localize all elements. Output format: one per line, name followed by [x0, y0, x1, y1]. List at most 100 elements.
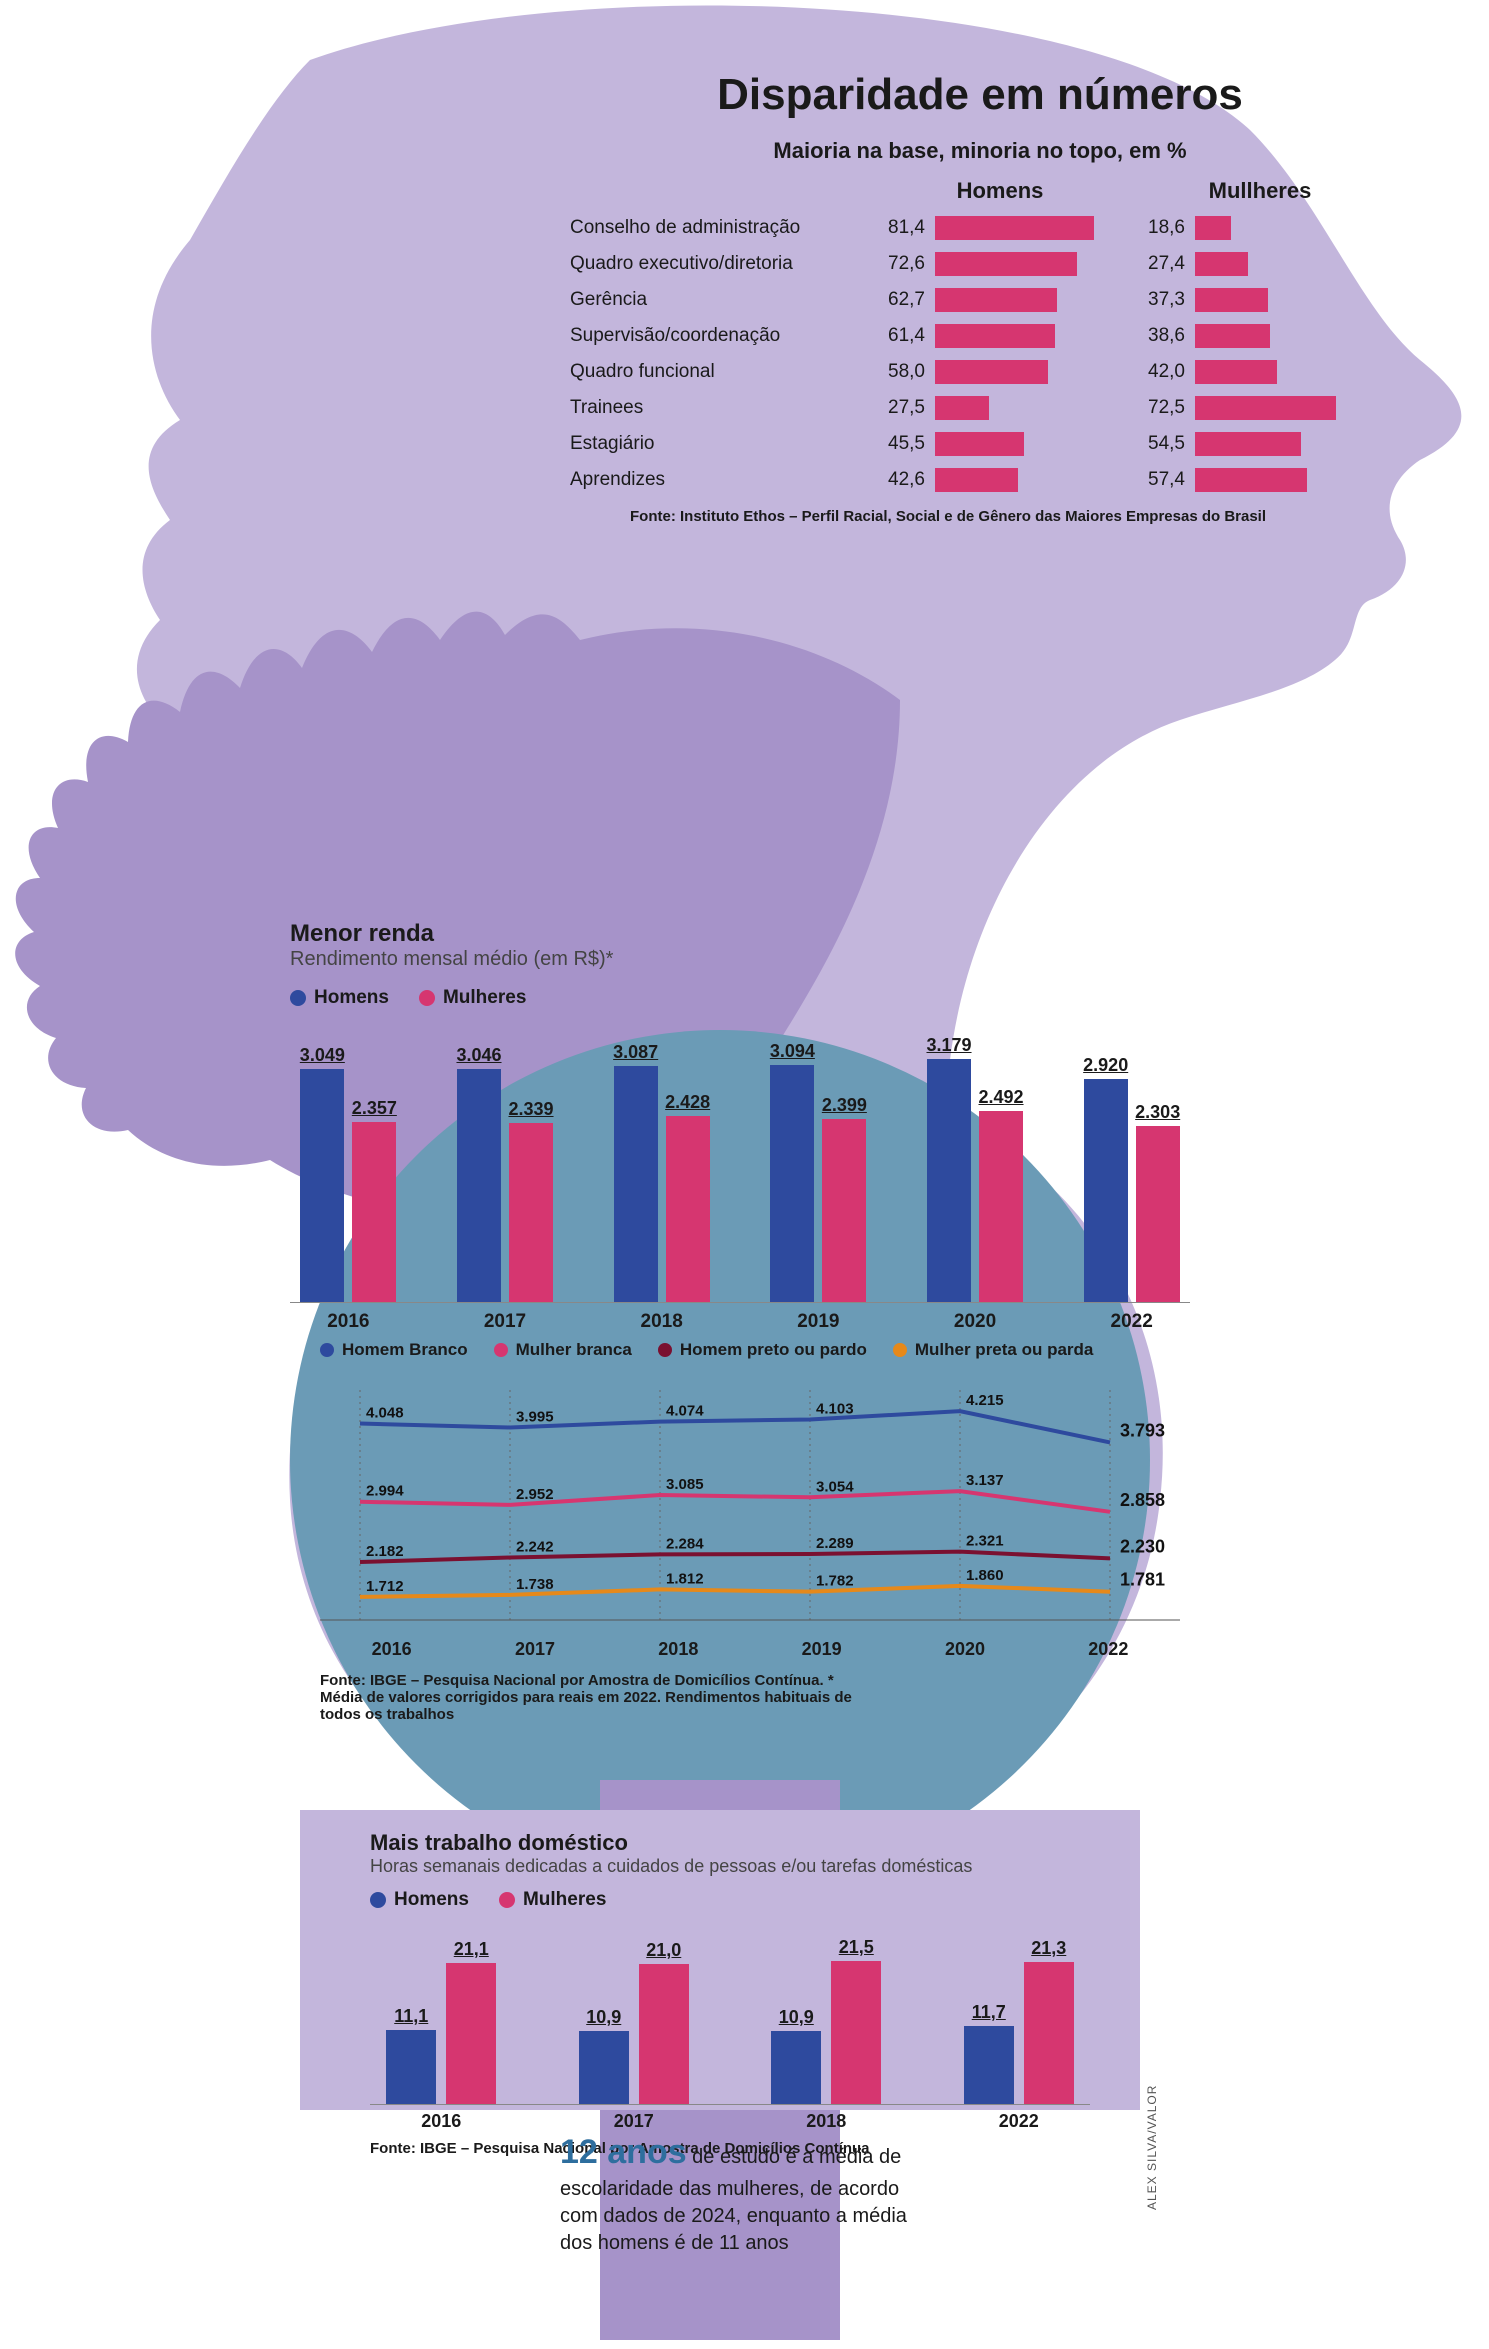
men-bar: [935, 288, 1057, 312]
year-group: 3.0462.339: [447, 1069, 564, 1302]
position-label: Aprendizes: [570, 469, 870, 491]
men-bar: 11,7: [964, 2026, 1014, 2104]
women-bar: 2.357: [352, 1122, 396, 1302]
line-chart-svg: 4.0483.9954.0744.1034.2153.7932.9942.952…: [320, 1370, 1180, 1630]
year-label: 2019: [760, 1311, 877, 1333]
women-bar: [1195, 432, 1301, 456]
women-value: 42,0: [1130, 361, 1185, 383]
legend-men: Homens: [394, 1889, 469, 1911]
svg-text:2.230: 2.230: [1120, 1536, 1165, 1556]
year-label: 2022: [948, 2111, 1091, 2132]
position-label: Supervisão/coordenação: [570, 325, 870, 347]
year-group: 10,921,5: [755, 1961, 898, 2104]
year-label: 2022: [1037, 1639, 1180, 1660]
chart-positions-by-gender: Disparidade em números Maioria na base, …: [570, 70, 1390, 525]
chart-income-by-race-gender: Homem BrancoMulher brancaHomem preto ou …: [320, 1340, 1180, 1723]
women-bar: 21,5: [831, 1961, 881, 2104]
svg-text:2.858: 2.858: [1120, 1490, 1165, 1510]
svg-text:3.085: 3.085: [666, 1476, 704, 1493]
men-bar: [935, 396, 989, 420]
svg-text:4.215: 4.215: [966, 1392, 1004, 1409]
year-group: 2.9202.303: [1073, 1079, 1190, 1302]
svg-text:1.738: 1.738: [516, 1576, 554, 1593]
main-title: Disparidade em números: [570, 70, 1390, 120]
men-bar: 3.087: [614, 1066, 658, 1302]
year-label: 2016: [320, 1639, 463, 1660]
women-bar: 2.339: [509, 1123, 553, 1302]
women-bar: 2.492: [979, 1111, 1023, 1302]
svg-text:4.103: 4.103: [816, 1400, 854, 1417]
header-men: Homens: [870, 178, 1130, 204]
women-bar: 21,0: [639, 1964, 689, 2104]
men-value: 45,5: [870, 433, 925, 455]
chart-income-by-year: Menor renda Rendimento mensal médio (em …: [290, 920, 1190, 1333]
position-row: Aprendizes42,657,4: [570, 462, 1390, 498]
chart2-subtitle: Rendimento mensal médio (em R$)*: [290, 948, 1190, 971]
year-group: 10,921,0: [563, 1964, 706, 2104]
chart1-subtitle: Maioria na base, minoria no topo, em %: [570, 138, 1390, 164]
year-label: 2017: [447, 1311, 564, 1333]
year-label: 2019: [750, 1639, 893, 1660]
men-bar: 11,1: [386, 2030, 436, 2104]
men-value: 61,4: [870, 325, 925, 347]
legend-item: Mulher branca: [494, 1340, 632, 1360]
svg-text:2.242: 2.242: [516, 1539, 554, 1556]
position-label: Quadro funcional: [570, 361, 870, 383]
men-bar: [935, 324, 1055, 348]
year-label: 2017: [563, 2111, 706, 2132]
women-bar: 21,3: [1024, 1962, 1074, 2104]
svg-text:3.054: 3.054: [816, 1478, 854, 1495]
year-label: 2016: [290, 1311, 407, 1333]
svg-text:4.048: 4.048: [366, 1405, 404, 1422]
series-hp: [360, 1552, 1110, 1562]
women-bar: [1195, 360, 1277, 384]
svg-text:2.994: 2.994: [366, 1483, 404, 1500]
factoid-education: 12 anos de estudo é a média de escolarid…: [560, 2130, 920, 2257]
women-bar: [1195, 288, 1268, 312]
chart4-subtitle: Horas semanais dedicadas a cuidados de p…: [370, 1856, 1090, 1877]
position-label: Gerência: [570, 289, 870, 311]
position-row: Quadro executivo/diretoria72,627,4: [570, 246, 1390, 282]
men-value: 62,7: [870, 289, 925, 311]
men-bar: [935, 216, 1094, 240]
year-label: 2016: [370, 2111, 513, 2132]
series-mp: [360, 1586, 1110, 1597]
women-value: 38,6: [1130, 325, 1185, 347]
svg-text:1.712: 1.712: [366, 1578, 404, 1595]
legend-men: Homens: [314, 987, 389, 1009]
chart1-headers: Homens Mullheres: [570, 178, 1390, 204]
svg-text:2.182: 2.182: [366, 1543, 404, 1560]
svg-text:3.793: 3.793: [1120, 1420, 1165, 1440]
year-group: 3.0872.428: [603, 1066, 720, 1302]
women-bar: 2.428: [666, 1116, 710, 1302]
women-bar: [1195, 324, 1270, 348]
svg-text:1.782: 1.782: [816, 1573, 854, 1590]
series-hb: [360, 1411, 1110, 1442]
infographic-canvas: Disparidade em números Maioria na base, …: [0, 0, 1489, 2349]
header-women: Mullheres: [1130, 178, 1390, 204]
svg-text:3.995: 3.995: [516, 1408, 554, 1425]
position-label: Estagiário: [570, 433, 870, 455]
men-bar: 3.049: [300, 1069, 344, 1302]
women-value: 18,6: [1130, 217, 1185, 239]
position-label: Quadro executivo/diretoria: [570, 253, 870, 275]
chart1-source: Fonte: Instituto Ethos – Perfil Racial, …: [570, 508, 1390, 525]
position-row: Supervisão/coordenação61,4 38,6: [570, 318, 1390, 354]
legend-item: Mulher preta ou parda: [893, 1340, 1094, 1360]
women-value: 54,5: [1130, 433, 1185, 455]
men-bar: [935, 360, 1048, 384]
men-value: 27,5: [870, 397, 925, 419]
position-row: Conselho de administração81,418,6: [570, 210, 1390, 246]
men-bar: [935, 468, 1018, 492]
svg-text:1.781: 1.781: [1120, 1570, 1165, 1590]
year-label: 2018: [607, 1639, 750, 1660]
chart3-legend: Homem BrancoMulher brancaHomem preto ou …: [320, 1340, 1180, 1360]
women-value: 27,4: [1130, 253, 1185, 275]
women-value: 37,3: [1130, 289, 1185, 311]
svg-text:2.321: 2.321: [966, 1533, 1004, 1550]
chart3-source: Fonte: IBGE – Pesquisa Nacional por Amos…: [320, 1672, 880, 1723]
series-mb: [360, 1491, 1110, 1512]
women-bar: 21,1: [446, 1963, 496, 2104]
position-label: Conselho de administração: [570, 217, 870, 239]
svg-text:2.952: 2.952: [516, 1486, 554, 1503]
